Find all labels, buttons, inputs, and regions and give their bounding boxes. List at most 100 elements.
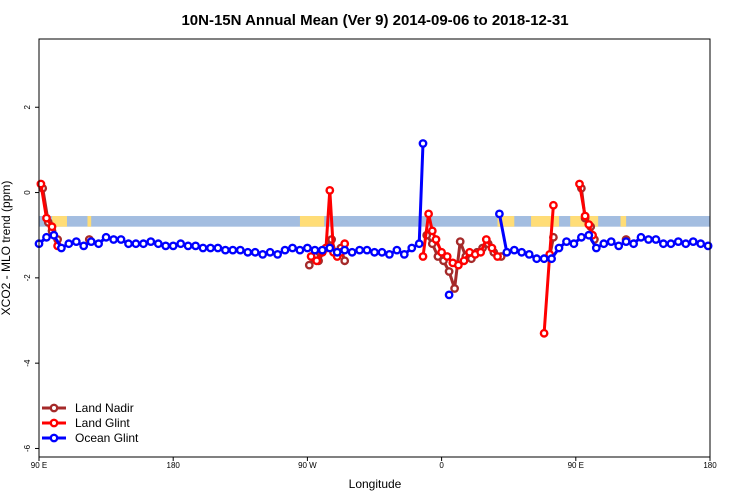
ocean-glint-point <box>302 243 312 253</box>
x-tick-label: 90 W <box>298 461 317 470</box>
ocean-glint-point <box>392 245 402 255</box>
x-tick-label: 90 E <box>568 461 584 470</box>
ocean-glint-point <box>258 249 268 259</box>
land-glint-point <box>437 247 446 257</box>
ocean-glint-point <box>49 230 59 240</box>
ocean-glint-point <box>532 254 542 264</box>
land-glint-point <box>306 252 316 261</box>
land-glint-point <box>584 220 594 229</box>
x-tick-label: 0 <box>439 461 444 470</box>
land-band <box>620 216 627 227</box>
y-axis-label: XCO2 - MLO trend (ppm) <box>0 181 13 316</box>
ocean-glint-point <box>64 239 74 249</box>
ocean-glint-point <box>681 239 691 249</box>
ocean-glint-point <box>295 245 305 255</box>
ocean-glint-point <box>591 243 601 253</box>
ocean-glint-point <box>636 232 646 242</box>
land-band <box>299 216 325 227</box>
legend-label: Land Glint <box>75 416 130 430</box>
ocean-glint-point <box>288 243 297 253</box>
ocean-glint-point <box>444 290 454 300</box>
ocean-glint-point <box>42 232 51 242</box>
ocean-glint-point <box>418 139 428 148</box>
ocean-glint-point <box>101 232 111 242</box>
land-glint-point <box>493 252 502 261</box>
ocean-glint-point <box>250 247 260 257</box>
ocean-glint-point <box>562 237 571 247</box>
ocean-glint-point <box>176 239 186 249</box>
x-tick-label: 180 <box>167 461 181 470</box>
legend-item-land-nadir: Land Nadir <box>42 401 134 415</box>
ocean-glint-point <box>138 239 148 249</box>
land-nadir-point <box>444 267 454 276</box>
land-glint-point <box>427 226 437 236</box>
series-land-nadir <box>38 183 631 293</box>
ocean-glint-point <box>131 239 141 249</box>
land-glint-point <box>325 185 335 195</box>
land-glint-point <box>539 328 549 338</box>
ocean-glint-point <box>554 243 564 253</box>
land-glint-point <box>487 243 497 253</box>
y-tick-label: -6 <box>23 444 32 452</box>
ocean-glint-point <box>502 247 512 257</box>
ocean-glint-point <box>228 245 238 255</box>
ocean-glint-point <box>347 247 357 257</box>
ocean-glint-point <box>183 241 193 251</box>
ocean-glint-point <box>71 237 81 247</box>
x-tick-label: 90 E <box>31 461 47 470</box>
ocean-glint-point <box>362 245 372 255</box>
x-axis-label: Longitude <box>349 477 402 491</box>
ocean-glint-point <box>198 243 208 253</box>
y-tick-label: 0 <box>23 190 32 195</box>
legend-label: Ocean Glint <box>75 431 139 445</box>
ocean-glint-point <box>517 247 527 257</box>
plot-frame <box>38 38 711 458</box>
ocean-glint-point <box>629 239 638 249</box>
ocean-glint-point <box>332 247 342 257</box>
ocean-glint-point <box>235 245 245 255</box>
land-glint-point <box>575 179 584 189</box>
land-glint-point <box>42 213 51 223</box>
ocean-glint-point <box>621 237 631 247</box>
series-layer <box>34 139 713 338</box>
ocean-glint-point <box>213 243 223 253</box>
land-glint-point <box>424 209 433 219</box>
land-nadir-point <box>340 256 350 266</box>
ocean-glint-point <box>191 241 201 251</box>
ocean-glint-point <box>599 239 609 249</box>
ocean-glint-point <box>280 245 290 255</box>
ocean-glint-point <box>79 241 89 251</box>
land-glint-point <box>312 256 322 266</box>
ocean-glint-point <box>220 245 230 255</box>
legend-swatch-marker <box>49 403 59 413</box>
ocean-glint-line <box>38 143 425 256</box>
ocean-glint-point <box>109 235 119 244</box>
ocean-glint-point <box>524 249 534 259</box>
y-tick-label: 2 <box>23 104 32 109</box>
ocean-glint-point <box>161 241 171 251</box>
ocean-band <box>39 216 710 227</box>
land-glint-point <box>418 252 428 261</box>
ocean-glint-point <box>577 232 586 242</box>
ocean-glint-point <box>317 245 327 255</box>
land-ocean-strip <box>39 216 710 227</box>
land-glint-point <box>476 247 486 257</box>
legend-label: Land Nadir <box>75 401 134 415</box>
x-axis-ticks: 90 E 180 90 W 0 90 E 180 <box>31 457 717 470</box>
series-land-glint <box>36 179 597 338</box>
land-glint-point <box>459 256 469 266</box>
land-glint-point <box>580 211 590 221</box>
x-tick-label: 180 <box>703 461 717 470</box>
ocean-glint-point <box>94 239 104 249</box>
ocean-glint-point <box>666 239 676 249</box>
ocean-glint-point <box>547 254 556 264</box>
ocean-glint-point <box>673 237 683 247</box>
ocean-glint-point <box>265 247 275 257</box>
y-tick-label: -4 <box>23 359 32 367</box>
ocean-glint-point <box>146 237 156 247</box>
land-glint-point <box>47 222 57 232</box>
ocean-glint-point <box>606 237 616 247</box>
ocean-glint-point <box>644 235 653 244</box>
ocean-glint-point <box>273 249 282 259</box>
